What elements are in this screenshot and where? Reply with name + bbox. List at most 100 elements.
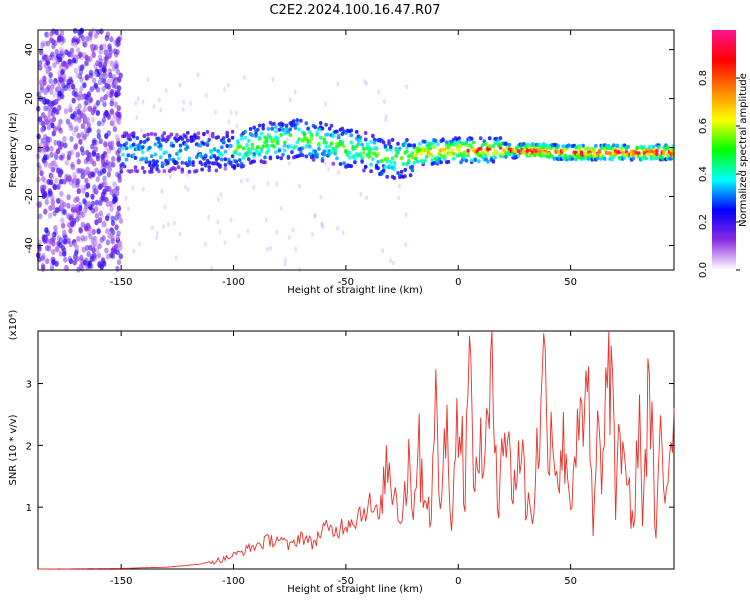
spectrogram-cell — [59, 204, 64, 211]
spectrogram-cell — [396, 150, 400, 155]
spectrogram-cell — [75, 72, 81, 79]
spectrogram-cell — [83, 235, 88, 242]
x-tick-label: 0 — [455, 576, 461, 587]
spectrogram-cell — [95, 247, 100, 254]
spectrogram-x-ticks: -150 -100 -50 0 50 — [110, 30, 577, 288]
spectrogram-cell — [84, 99, 89, 106]
spectrogram-cell — [298, 183, 301, 189]
spectrogram-cell — [60, 68, 66, 75]
spectrogram-cell — [261, 123, 266, 128]
spectrogram-cell — [82, 113, 87, 120]
spectrogram-cell — [58, 167, 63, 174]
spectrogram-cell — [93, 146, 99, 153]
spectrogram-cell — [133, 165, 138, 170]
spectrogram-cell — [320, 222, 324, 228]
spectrogram-cell — [665, 145, 670, 150]
spectrogram-cell — [40, 126, 45, 133]
spectrogram-cell — [371, 133, 375, 138]
spectrogram-cell — [47, 106, 52, 113]
spectrogram-cell — [96, 260, 102, 267]
spectrogram-cell — [473, 158, 478, 162]
spectrogram-cell — [107, 53, 112, 59]
spectrogram-cell — [102, 61, 108, 68]
spectrogram-cell — [218, 164, 222, 169]
spectrogram-cell — [73, 41, 78, 48]
spectrogram-cell — [358, 138, 363, 143]
spectrogram-cell — [98, 73, 103, 80]
spectrogram-cell — [336, 225, 339, 231]
spectrogram-cell — [135, 115, 139, 121]
spectrogram-cell — [320, 126, 325, 131]
spectrogram-cell — [158, 155, 163, 160]
spectrogram-cell — [381, 168, 386, 173]
spectrogram-cell — [122, 164, 127, 169]
spectrogram-cell — [83, 40, 88, 47]
spectrogram-cell — [162, 169, 167, 174]
spectrogram-cell — [115, 185, 120, 192]
spectrogram-cell — [308, 130, 312, 135]
spectrogram-cell — [416, 159, 420, 164]
spectrogram-cell — [70, 113, 75, 120]
spectrogram-cell — [205, 129, 210, 134]
spectrogram-cell — [207, 168, 211, 173]
spectrogram-cell — [167, 157, 172, 162]
spectrogram-cell — [660, 155, 665, 160]
spectrogram-cell — [354, 129, 359, 134]
spectrogram-cell — [263, 155, 267, 160]
spectrogram-cell — [50, 232, 55, 239]
spectrogram-cell — [214, 109, 218, 115]
spectrogram-cell — [48, 72, 53, 79]
spectrogram-cell — [184, 134, 188, 139]
spectrogram-cell — [63, 142, 68, 149]
spectrogram-cell — [443, 154, 447, 159]
spectrogram-cell — [85, 127, 91, 134]
spectrogram-cell — [209, 149, 213, 154]
spectrogram-cell — [248, 150, 253, 155]
snr-series-line — [38, 330, 675, 570]
spectrogram-cells — [36, 27, 675, 273]
spectrogram-cell — [344, 149, 348, 154]
spectrogram-cell — [109, 36, 114, 43]
spectrogram-cell — [53, 229, 58, 236]
x-tick-label: -100 — [222, 277, 245, 288]
spectrogram-cell — [259, 149, 264, 154]
spectrogram-cell — [655, 152, 659, 157]
spectrogram-cell — [353, 160, 357, 165]
spectrogram-cell — [73, 126, 79, 133]
spectrogram-cell — [139, 139, 143, 144]
spectrogram-cell — [127, 206, 131, 212]
spectrogram-cell — [327, 126, 332, 131]
spectrogram-cell — [186, 187, 190, 193]
spectrogram-cell — [105, 163, 110, 170]
spectrogram-cell — [254, 133, 258, 138]
spectrogram-cell — [252, 152, 256, 156]
spectrogram-cell — [82, 133, 88, 140]
spectrogram-cell — [136, 96, 140, 102]
y-tick-label: 0 — [24, 144, 35, 150]
spectrogram-cell — [272, 121, 276, 126]
spectrogram-cell — [82, 106, 88, 113]
spectrogram-cell — [238, 144, 242, 149]
spectrogram-y-ticks: -40 -20 0 20 40 — [24, 43, 674, 254]
spectrogram-cell — [121, 152, 125, 157]
spectrogram-cell — [84, 244, 90, 251]
spectrogram-cell — [75, 151, 81, 158]
spectrogram-cell — [62, 250, 67, 257]
spectrogram-cell — [149, 154, 154, 159]
spectrogram-cell — [114, 134, 120, 141]
spectrogram-cell — [317, 141, 321, 146]
spectrogram-cell — [540, 152, 544, 157]
spectrogram-cell — [207, 214, 211, 220]
y-tick-label: 2 — [26, 441, 32, 452]
x-tick-label: -50 — [338, 277, 354, 288]
spectrogram-cell — [212, 154, 217, 159]
spectrogram-cell — [79, 85, 84, 92]
spectrogram-cell — [78, 263, 83, 270]
spectrogram-cell — [230, 154, 235, 159]
spectrogram-cell — [291, 119, 296, 124]
snr-y-ticks: 1 2 3 — [26, 380, 674, 514]
spectrogram-cell — [149, 169, 154, 174]
spectrogram-cell — [146, 132, 150, 137]
spectrogram-cell — [243, 75, 246, 80]
spectrogram-cell — [248, 127, 253, 131]
